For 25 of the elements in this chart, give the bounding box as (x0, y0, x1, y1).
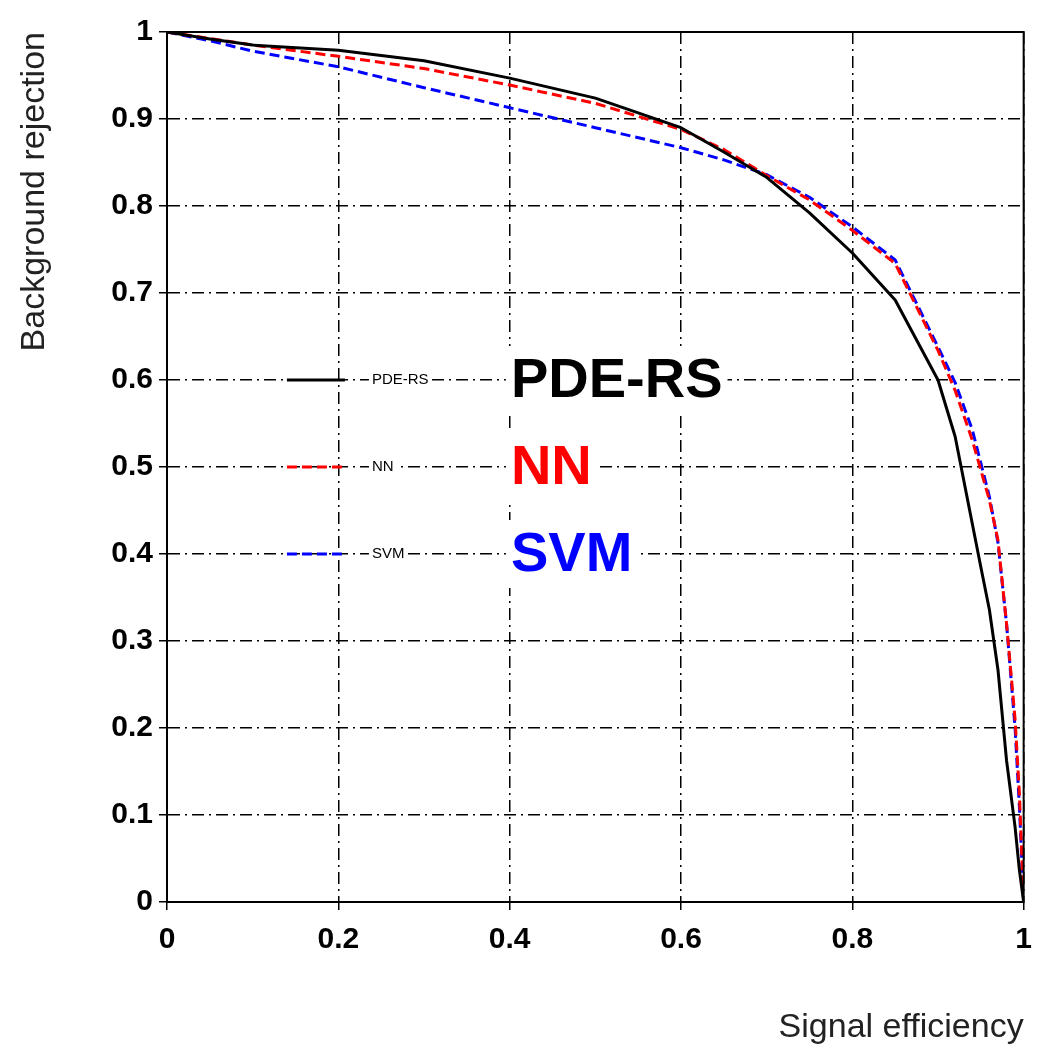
legend-label: SVM (371, 544, 405, 562)
y-tick-label: 0 (136, 883, 153, 917)
y-tick-label: 0.3 (111, 622, 153, 656)
y-tick-label: 0.4 (111, 535, 154, 569)
x-tick-label: 0 (158, 921, 176, 955)
legend-label: NN (371, 457, 394, 475)
y-tick-label: 1 (136, 13, 153, 47)
y-tick-label: 0.1 (111, 796, 153, 830)
y-tick-label: 0.5 (111, 448, 153, 482)
x-tick-label: 1 (1015, 921, 1032, 955)
legend-label: PDE-RS (371, 370, 429, 388)
x-axis-title: Signal efficiency (778, 1005, 1024, 1044)
y-tick-label: 0.6 (111, 361, 153, 395)
x-tick-label: 0.2 (317, 921, 360, 955)
x-tick-label: 0.4 (488, 921, 531, 955)
x-tick-label: 0.6 (660, 921, 702, 955)
y-tick-label: 0.9 (111, 100, 153, 134)
y-tick-label: 0.2 (111, 709, 153, 743)
x-tick-label: 0.8 (831, 921, 874, 955)
text: SVM (510, 520, 633, 584)
y-tick-label: 0.7 (111, 274, 153, 308)
y-tick-label: 0.8 (111, 187, 153, 221)
text: NN (510, 433, 592, 497)
text: PDE-RS (510, 346, 723, 410)
y-axis-title: Background rejection (12, 32, 51, 352)
